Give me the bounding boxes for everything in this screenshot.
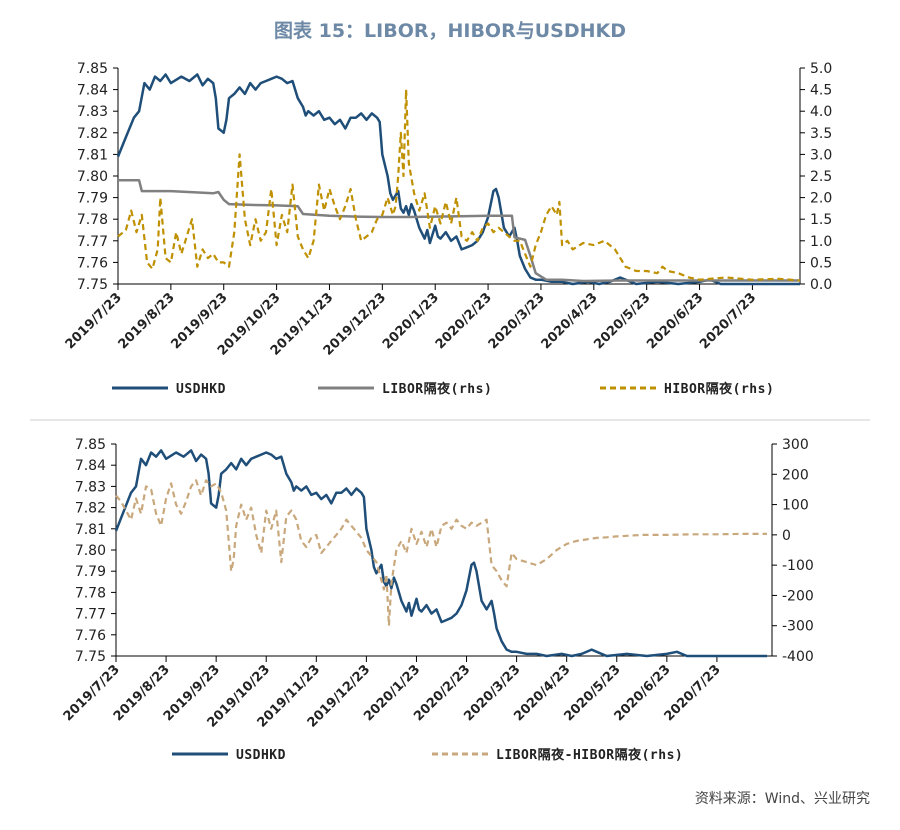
y-left-tick-label: 7.80	[75, 543, 106, 559]
y-left-tick-label: 7.79	[75, 564, 106, 580]
legend-label: USDHKD	[176, 382, 226, 397]
y-right-tick-label: 200	[782, 467, 809, 483]
y-right-tick-label: 0	[782, 528, 791, 544]
y-left-tick-label: 7.85	[77, 61, 108, 77]
y-left-tick-label: 7.77	[75, 607, 106, 623]
y-right-tick-label: -200	[782, 588, 814, 604]
y-left-tick-label: 7.78	[77, 212, 108, 228]
y-left-tick-label: 7.85	[75, 437, 106, 453]
y-right-tick-label: -300	[782, 619, 814, 635]
y-right-tick-label: 2.0	[810, 191, 832, 207]
y-right-tick-label: 3.0	[810, 147, 832, 163]
y-right-tick-label: -100	[782, 558, 814, 574]
y-left-tick-label: 7.76	[77, 255, 108, 271]
series-line-hibor-rhs	[117, 88, 801, 282]
y-left-tick-label: 7.81	[75, 522, 106, 538]
y-left-tick-label: 7.78	[75, 585, 106, 601]
chart-panel-2: 7.75 7.76 7.77 7.78 7.79 7.80 7.81 7.82 7.83 7.84…	[61, 437, 814, 763]
y-left-tick-label: 7.84	[77, 83, 108, 99]
legend-label: USDHKD	[236, 748, 286, 763]
legend-label: HIBOR隔夜(rhs)	[664, 381, 774, 397]
source-note: 资料来源：Wind、兴业研究	[694, 791, 870, 807]
y-left-tick-label: 7.80	[77, 169, 108, 185]
x-tick-label: 2020/7/23	[697, 290, 759, 352]
y-right-tick-label: 4.5	[810, 83, 832, 99]
chart-panel-1: 7.75 7.76 7.77 7.78 7.79 7.80 7.81 7.82 7.83 7.84…	[63, 61, 833, 397]
y-right-tick-label: 2.5	[810, 169, 832, 185]
y-left-tick-label: 7.82	[77, 126, 108, 142]
y-left-tick-label: 7.82	[75, 501, 106, 517]
y-right-tick-label: 100	[782, 498, 809, 514]
y-right-tick-label: 0.0	[810, 277, 832, 293]
legend-label: LIBOR隔夜(rhs)	[382, 381, 492, 397]
y-right-tick-label: 4.0	[810, 104, 832, 120]
y-right-tick-label: 5.0	[810, 61, 832, 77]
y-right-tick-label: 3.5	[810, 126, 832, 142]
y-right-tick-label: -400	[782, 649, 814, 665]
figure-title: 图表 15：LIBOR，HIBOR与USDHKD	[273, 20, 626, 42]
y-left-tick-label: 7.75	[77, 277, 108, 293]
y-right-tick-label: 1.0	[810, 234, 832, 250]
series-line-libor-rhs	[118, 179, 800, 283]
series-line-usdhkd	[116, 73, 800, 286]
y-right-tick-label: 1.5	[810, 212, 832, 228]
y-right-tick-label: 0.5	[810, 255, 832, 271]
y-left-tick-label: 7.83	[75, 479, 106, 495]
y-left-tick-label: 7.84	[75, 458, 106, 474]
y-left-tick-label: 7.83	[77, 104, 108, 120]
y-left-tick-label: 7.81	[77, 147, 108, 163]
y-left-tick-label: 7.77	[77, 234, 108, 250]
series-line-usdhkd	[114, 449, 767, 658]
y-left-tick-label: 7.75	[75, 649, 106, 665]
y-left-tick-label: 7.76	[75, 628, 106, 644]
legend-label: LIBOR隔夜-HIBOR隔夜(rhs)	[496, 747, 683, 763]
series-line-libor-hibor-rhs	[115, 479, 767, 627]
y-left-tick-label: 7.79	[77, 191, 108, 207]
y-right-tick-label: 300	[782, 437, 809, 453]
